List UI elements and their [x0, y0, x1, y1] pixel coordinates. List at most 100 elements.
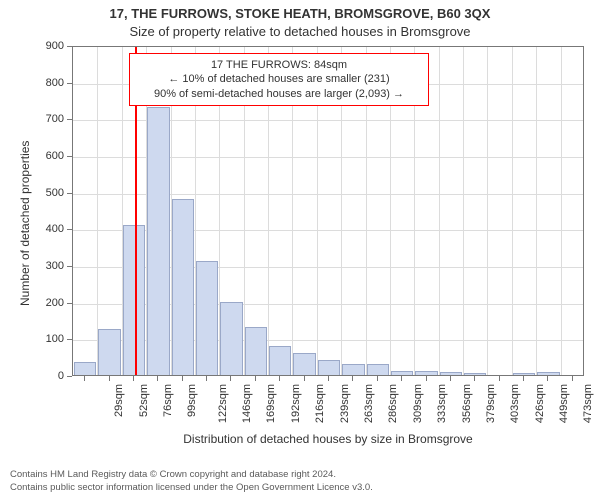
- x-tick-label: 76sqm: [162, 384, 174, 417]
- histogram-bar: [293, 353, 315, 375]
- annotation-line: 17 THE FURROWS: 84sqm: [136, 58, 422, 72]
- x-tick-label: 99sqm: [186, 384, 198, 417]
- histogram-bar: [415, 371, 437, 375]
- x-tick-label: 449sqm: [558, 384, 570, 423]
- histogram-bar: [464, 373, 486, 375]
- y-tick-label: 500: [36, 187, 64, 199]
- x-tick-label: 263sqm: [363, 384, 375, 423]
- histogram-bar: [245, 327, 267, 375]
- x-tick-label: 356sqm: [461, 384, 473, 423]
- y-tick-label: 0: [36, 370, 64, 382]
- x-tick-label: 52sqm: [138, 384, 150, 417]
- x-tick-label: 286sqm: [388, 384, 400, 423]
- histogram-bar: [367, 364, 389, 375]
- histogram-bar: [391, 371, 413, 375]
- histogram-bar: [269, 346, 291, 375]
- x-tick-mark: [450, 376, 451, 381]
- histogram-bar: [98, 329, 120, 375]
- x-tick-mark: [230, 376, 231, 381]
- x-tick-mark: [426, 376, 427, 381]
- gridline-vertical: [536, 47, 537, 375]
- x-tick-mark: [133, 376, 134, 381]
- histogram-bar: [318, 360, 340, 375]
- x-tick-label: 29sqm: [113, 384, 125, 417]
- y-tick-mark: [67, 193, 72, 194]
- x-tick-label: 379sqm: [485, 384, 497, 423]
- histogram-bar: [440, 372, 462, 375]
- y-tick-label: 100: [36, 333, 64, 345]
- histogram-bar: [74, 362, 96, 375]
- x-tick-label: 239sqm: [339, 384, 351, 423]
- y-tick-mark: [67, 83, 72, 84]
- y-tick-label: 700: [36, 113, 64, 125]
- footer-line-2: Contains public sector information licen…: [10, 482, 373, 494]
- annotation-line: ← 10% of detached houses are smaller (23…: [136, 72, 422, 86]
- y-tick-mark: [67, 119, 72, 120]
- x-tick-mark: [109, 376, 110, 381]
- chart-title-sub: Size of property relative to detached ho…: [0, 24, 600, 39]
- x-tick-mark: [206, 376, 207, 381]
- histogram-bar: [537, 372, 559, 375]
- x-tick-mark: [523, 376, 524, 381]
- y-tick-mark: [67, 339, 72, 340]
- y-tick-mark: [67, 229, 72, 230]
- x-tick-label: 426sqm: [534, 384, 546, 423]
- x-tick-mark: [255, 376, 256, 381]
- x-tick-mark: [304, 376, 305, 381]
- x-tick-mark: [328, 376, 329, 381]
- x-tick-mark: [572, 376, 573, 381]
- y-tick-label: 200: [36, 297, 64, 309]
- gridline-vertical: [439, 47, 440, 375]
- x-tick-mark: [157, 376, 158, 381]
- gridline-vertical: [561, 47, 562, 375]
- footer-line-1: Contains HM Land Registry data © Crown c…: [10, 469, 373, 481]
- gridline-vertical: [463, 47, 464, 375]
- gridline-vertical: [97, 47, 98, 375]
- chart-title-main: 17, THE FURROWS, STOKE HEATH, BROMSGROVE…: [0, 6, 600, 21]
- gridline-vertical: [487, 47, 488, 375]
- x-tick-mark: [474, 376, 475, 381]
- histogram-bar: [123, 225, 145, 375]
- y-axis-title: Number of detached properties: [18, 141, 32, 306]
- x-tick-label: 122sqm: [217, 384, 229, 423]
- x-tick-label: 309sqm: [412, 384, 424, 423]
- x-tick-mark: [182, 376, 183, 381]
- plot-area: 17 THE FURROWS: 84sqm← 10% of detached h…: [72, 46, 584, 376]
- y-tick-label: 600: [36, 150, 64, 162]
- y-tick-label: 900: [36, 40, 64, 52]
- x-tick-mark: [377, 376, 378, 381]
- y-tick-label: 800: [36, 77, 64, 89]
- x-tick-label: 333sqm: [436, 384, 448, 423]
- histogram-bar: [220, 302, 242, 375]
- x-tick-label: 169sqm: [266, 384, 278, 423]
- y-tick-label: 300: [36, 260, 64, 272]
- x-tick-mark: [547, 376, 548, 381]
- y-tick-mark: [67, 156, 72, 157]
- x-tick-mark: [279, 376, 280, 381]
- x-tick-label: 192sqm: [290, 384, 302, 423]
- x-tick-label: 216sqm: [314, 384, 326, 423]
- histogram-bar: [513, 373, 535, 375]
- x-tick-mark: [499, 376, 500, 381]
- x-tick-label: 146sqm: [241, 384, 253, 423]
- annotation-box: 17 THE FURROWS: 84sqm← 10% of detached h…: [129, 53, 429, 106]
- x-tick-label: 403sqm: [509, 384, 521, 423]
- histogram-bar: [147, 107, 169, 375]
- footer-attribution: Contains HM Land Registry data © Crown c…: [10, 469, 373, 494]
- gridline-vertical: [512, 47, 513, 375]
- x-tick-label: 473sqm: [583, 384, 595, 423]
- x-tick-mark: [401, 376, 402, 381]
- y-tick-mark: [67, 376, 72, 377]
- y-tick-mark: [67, 46, 72, 47]
- chart-container: 17, THE FURROWS, STOKE HEATH, BROMSGROVE…: [0, 0, 600, 500]
- histogram-bar: [172, 199, 194, 375]
- x-axis-title: Distribution of detached houses by size …: [72, 432, 584, 446]
- x-tick-mark: [352, 376, 353, 381]
- histogram-bar: [342, 364, 364, 375]
- histogram-bar: [196, 261, 218, 375]
- y-tick-mark: [67, 266, 72, 267]
- y-tick-label: 400: [36, 223, 64, 235]
- annotation-line: 90% of semi-detached houses are larger (…: [136, 87, 422, 101]
- y-tick-mark: [67, 303, 72, 304]
- x-tick-mark: [84, 376, 85, 381]
